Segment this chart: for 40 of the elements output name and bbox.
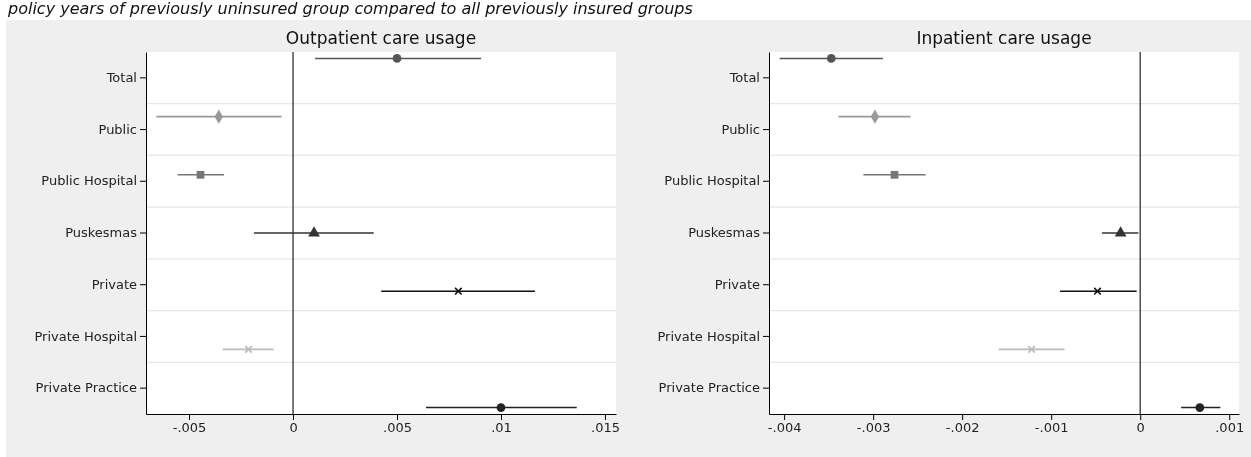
x-tick-label: -.004 xyxy=(767,420,802,436)
x-tick-label: -.003 xyxy=(856,420,891,436)
point xyxy=(392,54,402,63)
point xyxy=(196,170,205,179)
x-tick-label: -.001 xyxy=(1034,420,1069,436)
y-tick-label: Private Hospital xyxy=(34,328,137,344)
point xyxy=(454,287,463,296)
x-tick-label: 0 xyxy=(289,420,298,436)
point xyxy=(826,54,836,63)
y-tick-label: Private Hospital xyxy=(657,328,760,344)
text: policy years of previously uninsured group compared to all previously insured groups xyxy=(7,0,693,18)
point xyxy=(1195,403,1205,412)
y-tick-label: Public xyxy=(98,121,137,137)
point xyxy=(244,345,253,354)
y-tick-label: Total xyxy=(728,70,760,86)
x-tick-label: -.002 xyxy=(945,420,980,436)
y-tick-label: Puskesmas xyxy=(65,225,138,241)
point xyxy=(890,170,899,179)
y-tick-label: Private xyxy=(714,276,760,292)
point xyxy=(308,226,320,237)
x-tick-label: -.005 xyxy=(172,420,207,436)
y-tick-label: Public Hospital xyxy=(41,173,137,189)
chart-title: Inpatient care usage xyxy=(916,28,1092,48)
chart-title: Outpatient care usage xyxy=(285,28,477,48)
y-tick-label: Private Practice xyxy=(658,380,760,396)
x-tick-label: .015 xyxy=(591,420,620,436)
y-tick-label: Public xyxy=(721,121,760,137)
y-tick-label: Puskesmas xyxy=(688,225,761,241)
point xyxy=(1027,345,1036,354)
x-tick-label: .001 xyxy=(1215,420,1245,436)
y-tick-label: Total xyxy=(105,70,137,86)
y-tick-label: Private xyxy=(91,276,137,292)
point xyxy=(1093,287,1102,296)
y-tick-label: Public Hospital xyxy=(664,173,760,189)
x-tick-label: 0 xyxy=(1136,420,1145,436)
x-tick-label: .01 xyxy=(491,420,512,436)
point xyxy=(496,403,506,412)
x-tick-label: .005 xyxy=(383,420,412,436)
point xyxy=(1114,226,1127,237)
y-tick-label: Private Practice xyxy=(35,380,137,396)
